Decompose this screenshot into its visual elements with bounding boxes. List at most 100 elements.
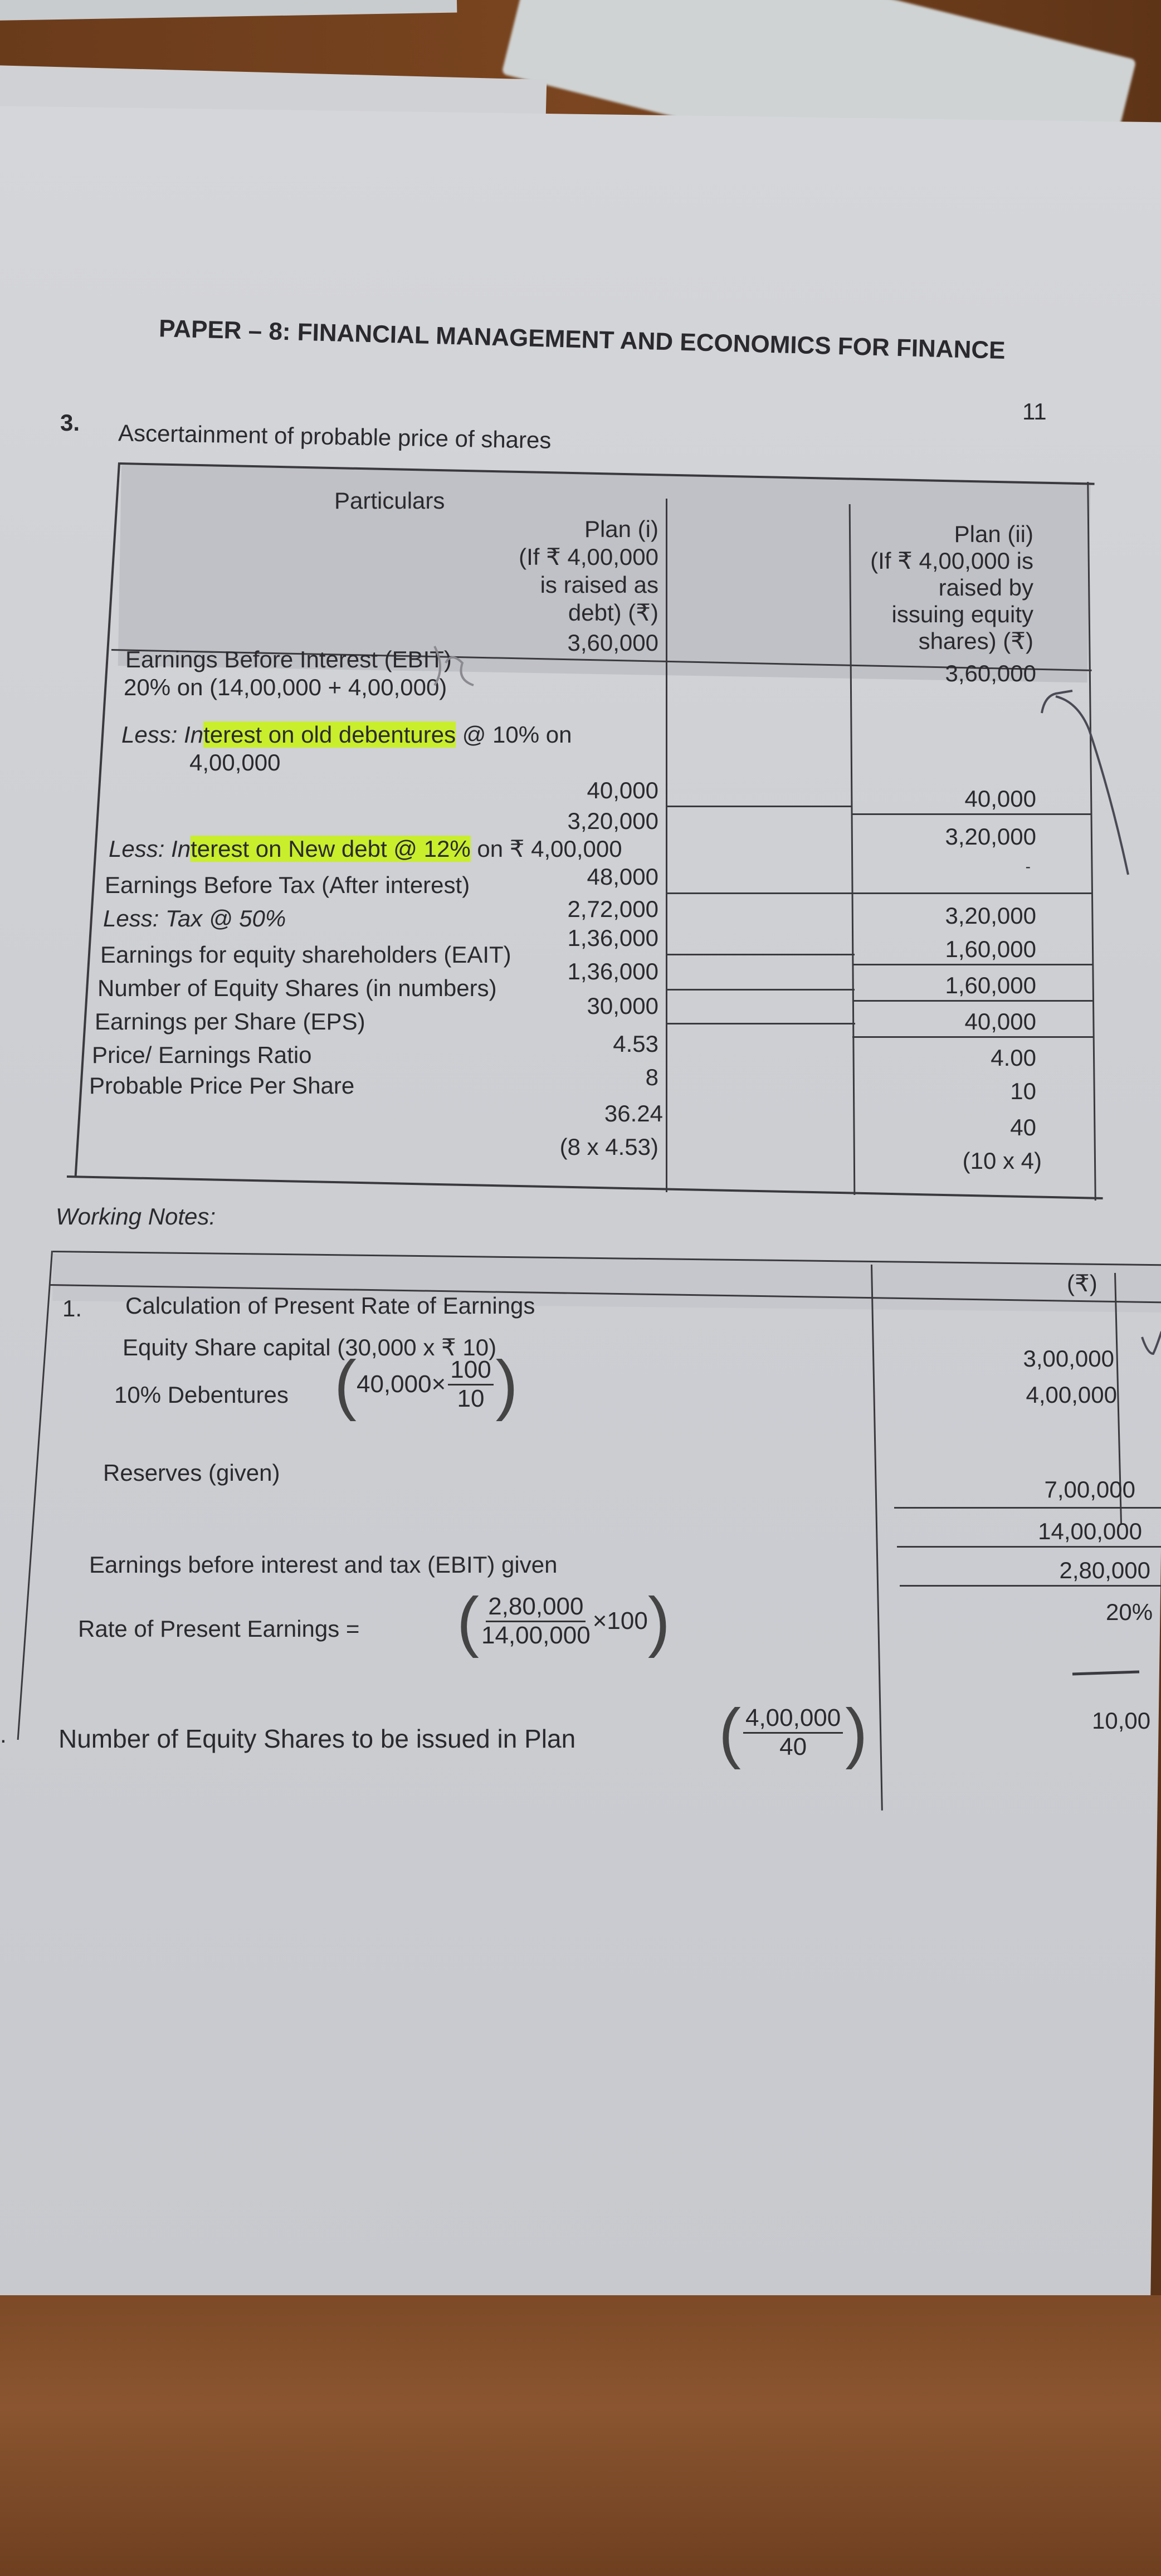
plan2-price-calc: (10 x 4) [962, 1148, 1042, 1174]
row-label-new-debt-interest: Less: Interest on New debt @ 12% on ₹ 4,… [109, 836, 622, 862]
total-line [667, 1023, 855, 1024]
tick-mark [1141, 1331, 1161, 1355]
formula-term: ×100 [592, 1607, 648, 1635]
debentures-label: 10% Debentures [114, 1382, 289, 1408]
note2-title: Number of Equity Shares to be issued in … [58, 1724, 576, 1753]
header-plan1-line: debt) (₹) [568, 599, 658, 626]
row-label-ebit: Earnings Before Interest (EBIT) [125, 646, 452, 672]
header-plan2-line: Plan (ii) [954, 521, 1033, 547]
pen-scribble [433, 646, 474, 686]
row-label-old-debenture-interest: Less: Interest on old debentures @ 10% o… [121, 721, 572, 748]
row-label-eps: Earnings per Share (EPS) [95, 1008, 365, 1035]
plan1-eait: 1,36,000 [567, 958, 659, 984]
label-part: Less: In [109, 836, 191, 862]
page-number: 11 [1022, 398, 1047, 425]
total-line [852, 1036, 1093, 1038]
label-part: @ 10% on [456, 721, 572, 748]
highlighted-text: terest on old debentures [203, 721, 456, 748]
total-line [667, 954, 855, 955]
plan2-pe: 10 [1010, 1078, 1036, 1104]
plan2-old-interest: 40,000 [964, 786, 1036, 812]
note1-title: Calculation of Present Rate of Earnings [125, 1292, 535, 1319]
row-label-shares: Number of Equity Shares (in numbers) [97, 975, 497, 1001]
plan2-tax: 1,60,000 [945, 936, 1037, 962]
column-divider [666, 499, 667, 1192]
plan2-eps: 4.00 [991, 1045, 1036, 1071]
plan1-ebit: 3,60,000 [567, 630, 659, 656]
rate-label: Rate of Present Earnings = [78, 1616, 360, 1642]
note2-value: 10,00 [1092, 1707, 1151, 1734]
total-line [900, 1585, 1161, 1587]
total-line [852, 892, 1093, 894]
total-line [897, 1546, 1161, 1548]
working-notes-title: Working Notes: [56, 1203, 216, 1230]
row-label-ebit-detail: 20% on (14,00,000 + 4,00,000) [124, 674, 447, 700]
paren-open: ( [719, 1695, 741, 1770]
fraction: 4,00,000 40 [743, 1704, 843, 1760]
plan1-pe: 8 [645, 1064, 658, 1090]
plan2-ebt: 3,20,000 [945, 902, 1037, 929]
header-plan1-line: (If ₹ 4,00,000 [519, 544, 658, 570]
row-label-ebt: Earnings Before Tax (After interest) [105, 872, 470, 898]
debentures-formula: ( 40,000× 100 10 ) [334, 1351, 518, 1418]
denominator: 14,00,000 [481, 1621, 591, 1649]
ebit-given-label: Earnings before interest and tax (EBIT) … [89, 1552, 558, 1578]
currency-header: (₹) [1067, 1270, 1097, 1296]
paren-close: ) [845, 1695, 868, 1770]
equity-capital-label: Equity Share capital (30,000 x ₹ 10) [123, 1334, 497, 1360]
fraction: 100 10 [448, 1356, 494, 1412]
rate-value: 20% [1106, 1599, 1153, 1625]
reserves-label: Reserves (given) [103, 1460, 280, 1486]
check-arrow-mark [1041, 690, 1129, 875]
plan1-tax: 1,36,000 [567, 925, 659, 951]
total-line [667, 989, 855, 991]
debentures-value: 4,00,000 [1026, 1382, 1118, 1408]
plan2-price: 40 [1010, 1114, 1036, 1140]
row-label-old-debenture-amount: 4,00,000 [189, 749, 281, 775]
paren-open: ( [334, 1347, 357, 1422]
formula-term: 40,000× [356, 1370, 446, 1398]
ebit-given-value: 2,80,000 [1059, 1557, 1151, 1583]
total-line [852, 813, 1092, 815]
equity-capital-value: 3,00,000 [1023, 1345, 1115, 1372]
fraction: 2,80,000 14,00,000 [481, 1593, 591, 1649]
total-line [894, 1507, 1161, 1509]
capital-total: 14,00,000 [1038, 1518, 1142, 1544]
header-plan2-line: (If ₹ 4,00,000 is [870, 548, 1033, 574]
total-line [852, 1000, 1093, 1002]
denominator: 10 [457, 1384, 485, 1412]
paren-open: ( [457, 1584, 479, 1658]
numerator: 100 [448, 1356, 494, 1385]
rate-formula: ( 2,80,000 14,00,000 ×100 ) [457, 1588, 670, 1655]
plan2-shares: 40,000 [964, 1008, 1036, 1035]
plan1-price-calc: (8 x 4.53) [559, 1134, 658, 1160]
note1-number: 1. [62, 1295, 82, 1321]
total-line [667, 806, 852, 807]
row-label-tax: Less: Tax @ 50% [103, 905, 286, 931]
row-label-pe: Price/ Earnings Ratio [92, 1042, 312, 1068]
reserves-value: 7,00,000 [1044, 1476, 1136, 1502]
question-number: 3. [60, 409, 80, 436]
plan1-price: 36.24 [604, 1100, 663, 1126]
note2-number: . [0, 1721, 7, 1748]
total-line [852, 964, 1093, 965]
plan1-ebt: 2,72,000 [567, 896, 659, 922]
plan1-eps: 4.53 [613, 1031, 658, 1057]
plan2-new-interest: - [1025, 858, 1031, 875]
header-plan2-line: issuing equity [891, 601, 1033, 627]
plan1-new-interest: 48,000 [587, 863, 658, 890]
plan1-old-interest: 40,000 [587, 777, 658, 803]
header-plan2-line: raised by [938, 574, 1033, 601]
shares-formula: ( 4,00,000 40 ) [719, 1699, 867, 1766]
header-particulars: Particulars [334, 487, 445, 514]
pen-dash [1072, 1670, 1140, 1676]
label-part: on ₹ 4,00,000 [470, 836, 622, 862]
label-part: Less: In [121, 721, 204, 748]
plan2-eait: 1,60,000 [945, 972, 1037, 998]
wooden-table-background [0, 2295, 1161, 2576]
plan2-subtotal: 3,20,000 [945, 823, 1037, 850]
highlighted-text: terest on New debt @ 12% [191, 836, 471, 862]
paren-close: ) [495, 1347, 518, 1422]
header-plan1-line: Plan (i) [584, 516, 658, 542]
